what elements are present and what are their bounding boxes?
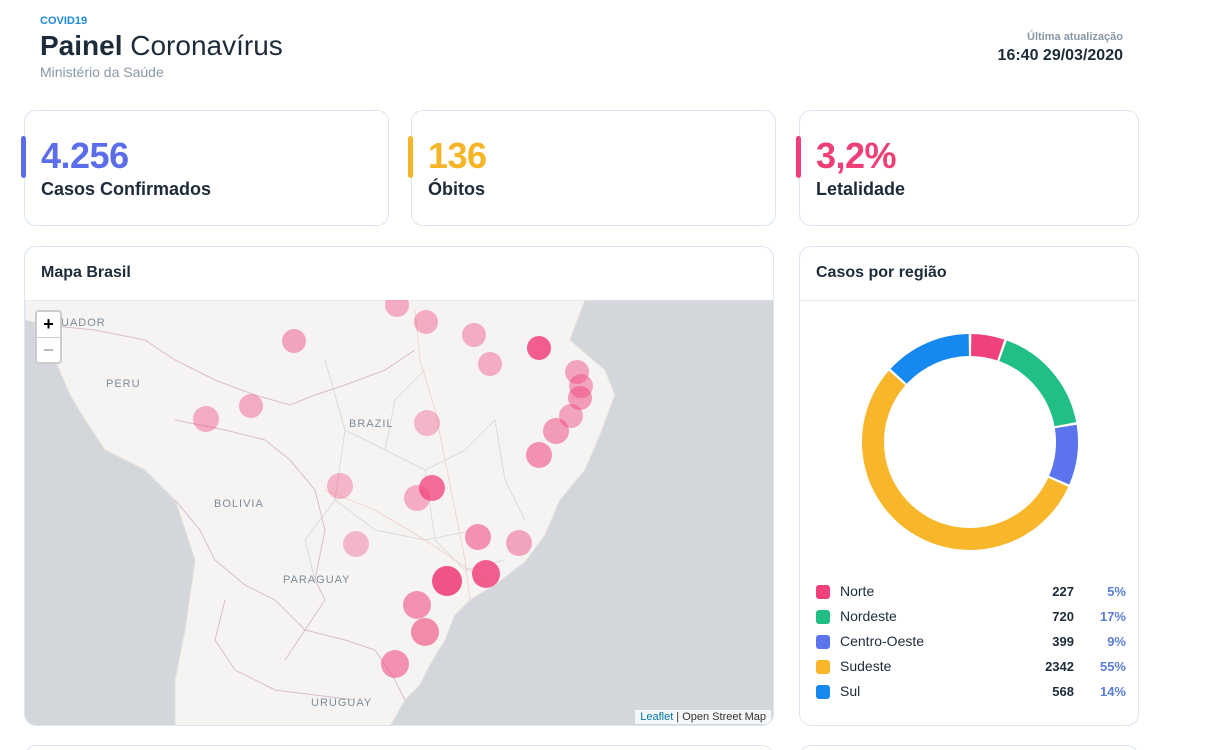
case-marker xyxy=(327,473,353,499)
confirmed-cases-card: 4.256 Casos Confirmados xyxy=(21,110,389,226)
map-label-uruguay: URUGUAY xyxy=(311,697,373,709)
legend-percent-norte: 5% xyxy=(1107,584,1126,599)
case-marker xyxy=(239,394,263,418)
map-card: Mapa Brasil xyxy=(24,246,774,726)
legend-row-norte: Norte 227 5% xyxy=(816,583,1126,608)
legend-swatch-sul xyxy=(816,685,830,699)
case-marker xyxy=(411,618,439,646)
map-attribution: Leaflet | Open Street Map xyxy=(635,710,771,724)
donut-slice-sul[interactable] xyxy=(890,334,970,385)
lethality-label: Letalidade xyxy=(816,179,906,199)
bottom-card-right xyxy=(799,745,1139,750)
lethality-accent xyxy=(796,136,801,178)
legend-percent-sul: 14% xyxy=(1099,684,1126,699)
legend-name-nordeste: Nordeste xyxy=(840,608,897,624)
legend-row-centro-oeste: Centro-Oeste 399 9% xyxy=(816,633,1126,658)
case-marker xyxy=(462,323,486,347)
osm-attribution: | Open Street Map xyxy=(673,711,766,723)
region-legend: Norte 227 5% Nordeste 720 17% Centro-Oes… xyxy=(816,583,1126,708)
bottom-card-left xyxy=(24,745,774,750)
region-card: Casos por região Norte 227 5% Nordeste 7… xyxy=(799,246,1139,726)
legend-count-sudeste: 2342 xyxy=(1045,659,1074,674)
deaths-card: 136 Óbitos xyxy=(408,110,776,226)
legend-name-sudeste: Sudeste xyxy=(840,658,892,674)
page-title-light: Coronavírus xyxy=(130,30,283,61)
legend-name-sul: Sul xyxy=(840,683,861,699)
region-card-title: Casos por região xyxy=(816,264,947,281)
map-card-title: Mapa Brasil xyxy=(41,264,131,281)
case-marker xyxy=(465,524,491,550)
case-marker xyxy=(472,560,500,588)
legend-name-norte: Norte xyxy=(840,583,875,599)
case-marker xyxy=(414,410,440,436)
legend-count-sul: 568 xyxy=(1052,684,1074,699)
brazil-map[interactable]: UADOR PERU BRAZIL BOLIVIA PARAGUAY URUGU… xyxy=(25,300,773,725)
legend-percent-nordeste: 17% xyxy=(1099,609,1126,624)
legend-row-sul: Sul 568 14% xyxy=(816,683,1126,708)
case-marker xyxy=(565,360,589,384)
legend-name-centro-oeste: Centro-Oeste xyxy=(840,633,925,649)
confirmed-cases-label: Casos Confirmados xyxy=(41,179,212,199)
case-marker xyxy=(432,566,462,596)
zoom-control: + − xyxy=(35,310,62,364)
deaths-label: Óbitos xyxy=(428,179,485,199)
deaths-accent xyxy=(408,136,413,178)
legend-percent-centro-oeste: 9% xyxy=(1107,634,1126,649)
case-marker xyxy=(526,442,552,468)
page-subtitle: Ministério da Saúde xyxy=(40,64,164,80)
legend-swatch-sudeste xyxy=(816,660,830,674)
case-marker xyxy=(568,386,592,410)
legend-percent-sudeste: 55% xyxy=(1099,659,1126,674)
case-marker xyxy=(543,418,569,444)
case-marker xyxy=(381,650,409,678)
legend-swatch-norte xyxy=(816,585,830,599)
page-title: Painel Coronavírus xyxy=(40,30,283,62)
case-markers xyxy=(193,300,593,678)
confirmed-cases-accent xyxy=(21,136,26,178)
case-marker xyxy=(527,336,551,360)
lethality-value: 3,2% xyxy=(816,135,897,176)
legend-count-centro-oeste: 399 xyxy=(1052,634,1074,649)
case-marker xyxy=(506,530,532,556)
zoom-in-button[interactable]: + xyxy=(43,314,54,334)
map-label-ecuador: UADOR xyxy=(61,317,106,329)
legend-row-sudeste: Sudeste 2342 55% xyxy=(816,658,1126,683)
legend-count-norte: 227 xyxy=(1052,584,1074,599)
case-marker xyxy=(419,475,445,501)
last-update-value: 16:40 29/03/2020 xyxy=(997,47,1123,64)
map-label-peru: PERU xyxy=(106,378,141,390)
legend-count-nordeste: 720 xyxy=(1052,609,1074,624)
case-marker xyxy=(193,406,219,432)
brand-tag: COVID19 xyxy=(40,15,88,27)
donut-slice-norte[interactable] xyxy=(970,334,1005,361)
case-marker xyxy=(414,310,438,334)
region-card-divider xyxy=(800,300,1138,301)
case-marker xyxy=(282,329,306,353)
lethality-card: 3,2% Letalidade xyxy=(796,110,1139,226)
legend-row-nordeste: Nordeste 720 17% xyxy=(816,608,1126,633)
page-title-bold: Painel xyxy=(40,30,123,61)
leaflet-link[interactable]: Leaflet xyxy=(640,711,674,723)
donut-slices xyxy=(862,334,1078,550)
case-marker xyxy=(403,591,431,619)
case-marker xyxy=(343,531,369,557)
map-label-brazil: BRAZIL xyxy=(349,418,394,430)
region-donut-chart xyxy=(862,334,1078,550)
donut-slice-nordeste[interactable] xyxy=(998,340,1077,427)
deaths-value: 136 xyxy=(428,135,487,176)
zoom-out-button[interactable]: − xyxy=(37,337,60,362)
legend-swatch-centro-oeste xyxy=(816,635,830,649)
legend-swatch-nordeste xyxy=(816,610,830,624)
donut-slice-centro-oeste[interactable] xyxy=(1048,424,1078,485)
case-marker xyxy=(385,300,409,317)
map-label-bolivia: BOLIVIA xyxy=(214,498,264,510)
map-label-paraguay: PARAGUAY xyxy=(283,574,351,586)
case-marker xyxy=(478,352,502,376)
donut-slice-sudeste[interactable] xyxy=(862,370,1069,550)
last-update-label: Última atualização xyxy=(1027,31,1123,43)
confirmed-cases-value: 4.256 xyxy=(41,135,129,176)
